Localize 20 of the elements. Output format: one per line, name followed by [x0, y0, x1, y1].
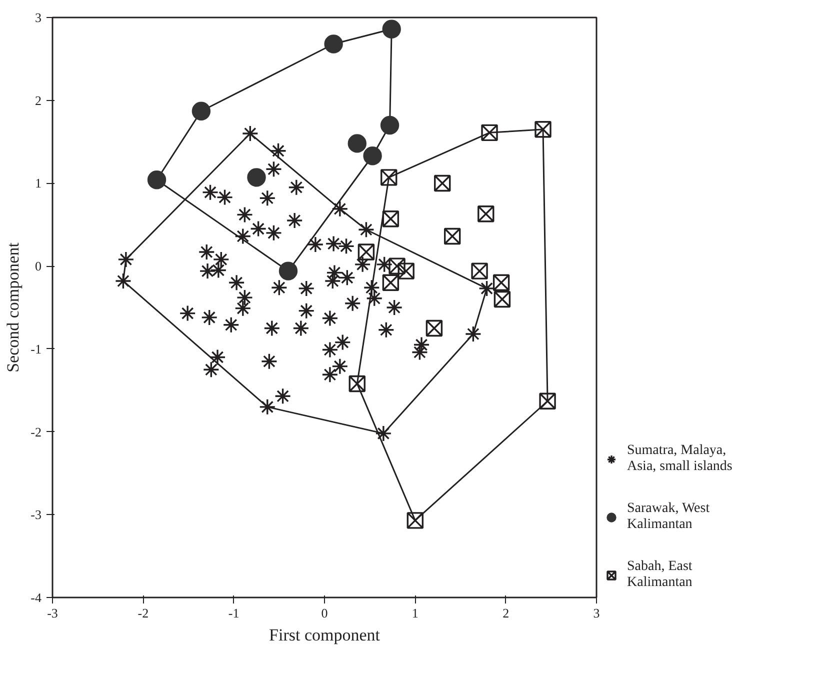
- legend-label: Sarawak, West Kalimantan: [627, 500, 710, 534]
- x-tick-label: 1: [412, 606, 418, 620]
- legend-label: Sabah, East Kalimantan: [627, 558, 692, 592]
- x-tick-label: 2: [502, 606, 510, 620]
- x-tick-label: -3: [47, 606, 58, 620]
- y-tick-label: 3: [35, 10, 42, 25]
- y-axis-title: Second component: [4, 242, 23, 372]
- legend-label: Sumatra, Malaya, Asia, small islands: [627, 442, 732, 476]
- y-tick-label: 0: [35, 258, 42, 274]
- x-tick-label: -1: [228, 606, 240, 620]
- x-tick-label: 0: [321, 606, 328, 620]
- x-tick-label: 3: [593, 606, 600, 620]
- y-tick-label: 2: [35, 92, 42, 108]
- y-tick-label: -1: [30, 341, 42, 356]
- x-axis-title: First component: [269, 626, 380, 644]
- x-tick-label: -2: [138, 606, 149, 620]
- y-tick-label: -2: [30, 424, 42, 440]
- y-tick-label: -3: [30, 507, 42, 522]
- y-tick-label: -4: [30, 590, 42, 605]
- y-tick-label: 1: [35, 176, 42, 191]
